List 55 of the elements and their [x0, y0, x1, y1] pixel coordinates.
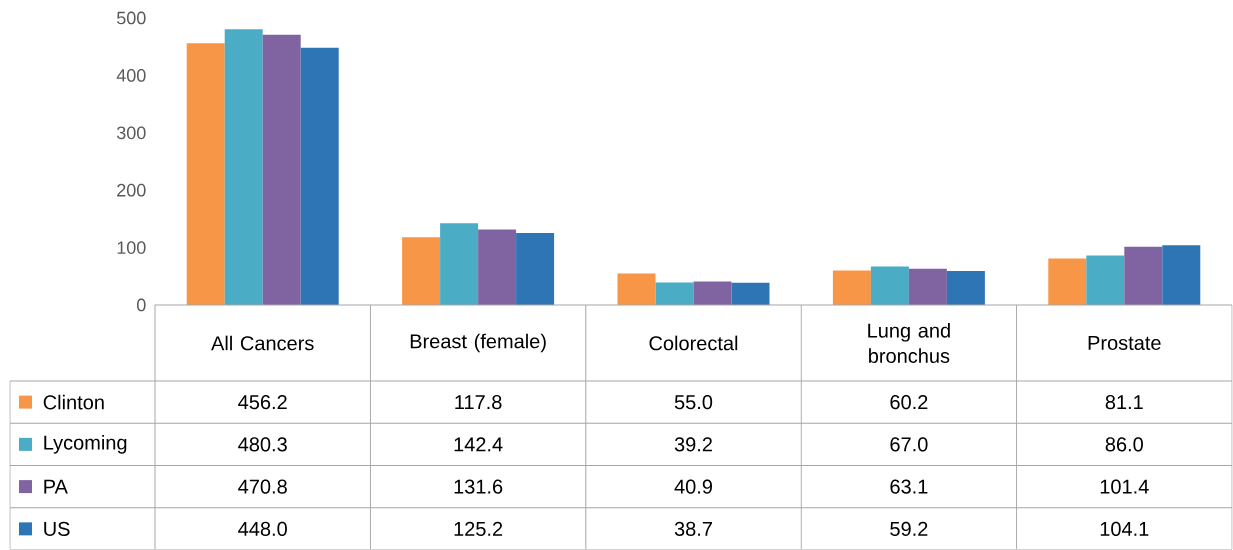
- data-label: 117.8: [455, 395, 502, 410]
- bar: [224, 29, 263, 305]
- bar: [908, 268, 947, 305]
- data-label: 142.4: [454, 437, 503, 452]
- data-label: 39.2: [674, 437, 712, 452]
- data-label: 81.1: [1105, 395, 1143, 410]
- legend-label: PA: [44, 479, 68, 494]
- bar: [731, 282, 770, 305]
- bar: [946, 271, 985, 305]
- bar: [440, 223, 479, 305]
- data-label: 448.0: [238, 521, 287, 536]
- bar: [1048, 258, 1087, 305]
- x-tick-label: Lung and bronchus: [868, 322, 950, 363]
- data-label: 55.0: [674, 395, 713, 410]
- bar: [1086, 255, 1125, 305]
- bar: [516, 233, 555, 305]
- data-label: 67.0: [890, 437, 928, 452]
- bar: [1124, 246, 1163, 305]
- data-label: 101.4: [1100, 479, 1149, 494]
- y-tick-label: 100: [117, 241, 146, 254]
- y-tick-label: 400: [116, 69, 146, 82]
- bar: [262, 34, 301, 305]
- data-label: 40.9: [674, 479, 712, 494]
- x-tick-label: Prostate: [1088, 336, 1161, 350]
- y-tick-label: 0: [137, 298, 146, 312]
- data-label: 63.1: [890, 479, 928, 494]
- data-label: 470.8: [238, 479, 287, 494]
- bar: [655, 282, 694, 305]
- data-label: 456.2: [238, 395, 287, 410]
- y-tick-label: 300: [116, 126, 146, 140]
- legend-label: Clinton: [43, 394, 104, 410]
- data-label: 86.0: [1105, 437, 1143, 452]
- data-label: 59.2: [890, 521, 928, 536]
- bar: [1162, 245, 1201, 305]
- bar: [478, 229, 517, 305]
- data-label: 104.1: [1100, 521, 1149, 536]
- bar: [300, 47, 339, 305]
- bar: [832, 270, 871, 305]
- x-tick-label: All Cancers: [211, 335, 314, 351]
- bar: [693, 281, 732, 305]
- data-label: 125.2: [454, 521, 503, 536]
- legend-label: Lycoming: [44, 435, 127, 454]
- data-label: 60.2: [890, 395, 928, 410]
- data-label: 480.3: [238, 437, 287, 452]
- legend-label: US: [44, 521, 70, 536]
- bar: [186, 43, 225, 305]
- bar: [870, 266, 909, 305]
- x-tick-label: Breast (female): [410, 333, 546, 353]
- bar: [617, 273, 656, 305]
- data-label: 131.6: [454, 479, 503, 494]
- x-tick-label: Colorectal: [649, 335, 738, 351]
- data-label: 38.7: [674, 521, 712, 536]
- y-tick-label: 200: [117, 183, 146, 197]
- y-tick-label: 500: [116, 11, 146, 25]
- bar: [402, 237, 441, 305]
